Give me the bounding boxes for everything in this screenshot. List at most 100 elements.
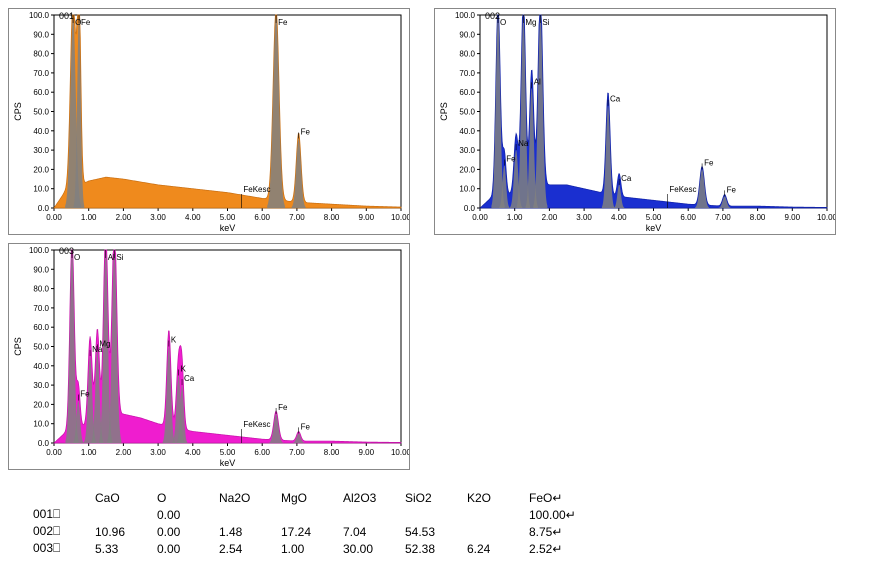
svg-text:5.00: 5.00: [220, 448, 236, 457]
svg-text:7.00: 7.00: [715, 213, 731, 222]
svg-text:Mg: Mg: [525, 18, 536, 27]
svg-text:60.0: 60.0: [33, 323, 49, 332]
svg-text:30.0: 30.0: [33, 381, 49, 390]
svg-text:9.00: 9.00: [359, 448, 375, 457]
table-header-cell: FeO↵: [529, 490, 591, 506]
table-header-cell: K2O: [467, 490, 529, 506]
table-cell: [467, 523, 529, 540]
svg-text:40.0: 40.0: [33, 362, 49, 371]
svg-text:7.00: 7.00: [289, 448, 305, 457]
svg-text:Mg: Mg: [99, 339, 110, 348]
table-cell: 54.53: [405, 523, 467, 540]
svg-text:4.00: 4.00: [185, 448, 201, 457]
svg-text:90.0: 90.0: [459, 30, 475, 39]
svg-text:FeKesc: FeKesc: [243, 185, 270, 194]
svg-text:80.0: 80.0: [33, 50, 49, 59]
svg-text:6.00: 6.00: [254, 448, 270, 457]
svg-text:Fe: Fe: [727, 185, 737, 194]
svg-text:2.00: 2.00: [116, 213, 132, 222]
table-cell: 100.00↵: [529, 506, 591, 523]
svg-text:5.00: 5.00: [220, 213, 236, 222]
table-cell: [95, 506, 157, 523]
svg-text:50.0: 50.0: [33, 343, 49, 352]
svg-text:0.0: 0.0: [38, 204, 50, 213]
table-cell: 10.96: [95, 523, 157, 540]
svg-text:CPS: CPS: [439, 102, 449, 121]
svg-text:9.00: 9.00: [359, 213, 375, 222]
spectrum-chart-002: 0.010.020.030.040.050.060.070.080.090.01…: [434, 8, 836, 235]
table-cell: 1.48: [219, 523, 281, 540]
table-cell: 7.04: [343, 523, 405, 540]
table-header-cell: Al2O3: [343, 490, 405, 506]
svg-text:30.0: 30.0: [459, 146, 475, 155]
table-cell: 17.24: [281, 523, 343, 540]
svg-text:0.00: 0.00: [46, 448, 62, 457]
svg-text:1.00: 1.00: [507, 213, 523, 222]
table-row: 001⎕ 0.00 100.00↵: [33, 506, 591, 523]
spectrum-id-label: 001: [59, 11, 74, 21]
svg-text:3.00: 3.00: [576, 213, 592, 222]
table-cell: 0.00: [157, 506, 219, 523]
table-row: 003⎕5.330.002.541.0030.0052.386.242.52↵: [33, 540, 591, 557]
svg-text:100.0: 100.0: [29, 246, 50, 255]
svg-text:Si: Si: [542, 18, 549, 27]
svg-text:Fe: Fe: [506, 155, 516, 164]
svg-text:70.0: 70.0: [33, 304, 49, 313]
svg-text:10.00: 10.00: [391, 448, 409, 457]
table-header-cell: Na2O: [219, 490, 281, 506]
svg-text:Al: Al: [534, 77, 541, 86]
svg-text:10.0: 10.0: [33, 420, 49, 429]
svg-text:2.00: 2.00: [116, 448, 132, 457]
svg-text:Ca: Ca: [184, 374, 195, 383]
svg-text:Fe: Fe: [81, 18, 91, 27]
svg-text:0.0: 0.0: [38, 439, 50, 448]
spectrum-chart-003: 0.010.020.030.040.050.060.070.080.090.01…: [8, 243, 410, 470]
svg-text:Si: Si: [116, 253, 123, 262]
svg-text:Na: Na: [518, 139, 529, 148]
table-cell: 52.38: [405, 540, 467, 557]
svg-text:4.00: 4.00: [185, 213, 201, 222]
table-cell: [467, 506, 529, 523]
svg-text:60.0: 60.0: [33, 88, 49, 97]
svg-text:K: K: [171, 336, 177, 345]
svg-text:Fe: Fe: [301, 128, 311, 137]
svg-text:80.0: 80.0: [33, 285, 49, 294]
svg-text:Fe: Fe: [80, 390, 90, 399]
svg-text:Ca: Ca: [610, 95, 621, 104]
svg-text:40.0: 40.0: [459, 127, 475, 136]
svg-text:6.00: 6.00: [680, 213, 696, 222]
svg-text:3.00: 3.00: [150, 448, 166, 457]
composition-table: CaOONa2OMgOAl2O3SiO2K2OFeO↵001⎕0.00100.0…: [33, 490, 879, 557]
svg-text:FeKesc: FeKesc: [669, 185, 696, 194]
svg-text:2.00: 2.00: [542, 213, 558, 222]
table-cell: 30.00: [343, 540, 405, 557]
table-cell: [219, 506, 281, 523]
table-cell: 8.75↵: [529, 523, 591, 540]
table-cell: 2.52↵: [529, 540, 591, 557]
svg-text:30.0: 30.0: [33, 146, 49, 155]
table-cell: 0.00: [157, 523, 219, 540]
svg-text:Fe: Fe: [704, 158, 714, 167]
table-cell: [405, 506, 467, 523]
svg-text:50.0: 50.0: [459, 108, 475, 117]
svg-text:90.0: 90.0: [33, 30, 49, 39]
svg-text:40.0: 40.0: [33, 127, 49, 136]
table-cell: 6.24: [467, 540, 529, 557]
svg-text:20.0: 20.0: [33, 165, 49, 174]
svg-text:O: O: [500, 18, 506, 27]
svg-text:3.00: 3.00: [150, 213, 166, 222]
svg-text:10.00: 10.00: [391, 213, 409, 222]
svg-text:Al: Al: [108, 253, 115, 262]
table-cell: 5.33: [95, 540, 157, 557]
svg-text:0.0: 0.0: [464, 204, 476, 213]
svg-text:8.00: 8.00: [750, 213, 766, 222]
svg-text:80.0: 80.0: [459, 50, 475, 59]
spectrum-chart-001: 0.010.020.030.040.050.060.070.080.090.01…: [8, 8, 410, 235]
svg-text:70.0: 70.0: [33, 69, 49, 78]
table-row: 002⎕10.960.001.4817.247.0454.538.75↵: [33, 523, 591, 540]
table-header-cell: O: [157, 490, 219, 506]
svg-text:10.0: 10.0: [33, 185, 49, 194]
svg-text:20.0: 20.0: [33, 400, 49, 409]
table-cell: 001⎕: [33, 506, 95, 523]
svg-text:Fe: Fe: [278, 403, 288, 412]
